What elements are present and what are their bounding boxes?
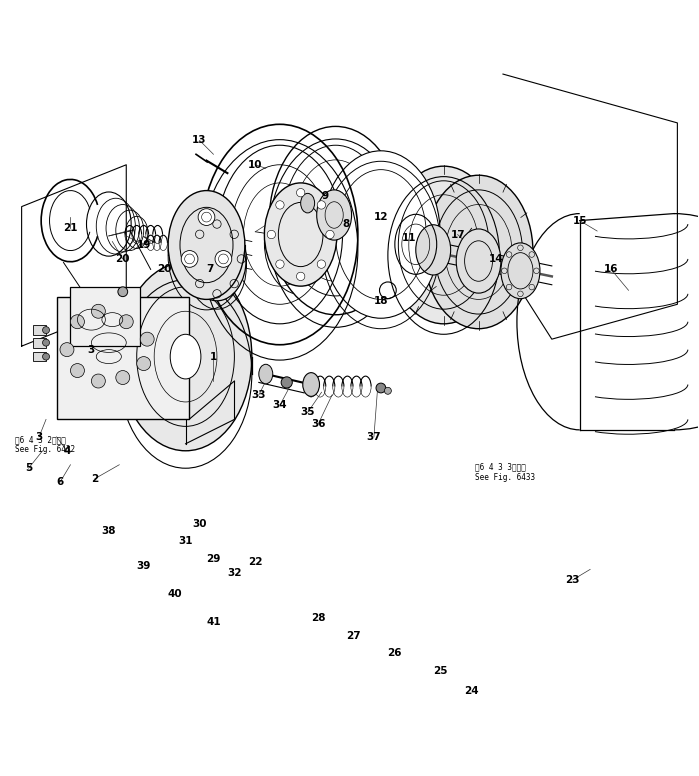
FancyBboxPatch shape — [71, 287, 140, 346]
Text: 21: 21 — [63, 223, 78, 233]
Circle shape — [60, 343, 74, 357]
Text: 4: 4 — [64, 445, 71, 456]
Text: 25: 25 — [433, 666, 447, 676]
Text: 39: 39 — [136, 561, 151, 571]
Circle shape — [376, 383, 386, 393]
Text: 28: 28 — [311, 613, 325, 623]
Circle shape — [296, 189, 305, 197]
Text: 41: 41 — [206, 617, 221, 627]
Circle shape — [317, 260, 326, 268]
Text: 20: 20 — [115, 254, 130, 264]
Text: 36: 36 — [311, 419, 325, 429]
Ellipse shape — [264, 183, 337, 286]
Ellipse shape — [303, 372, 319, 397]
Text: 34: 34 — [273, 400, 287, 411]
FancyBboxPatch shape — [57, 297, 189, 419]
Text: 7: 7 — [206, 265, 214, 275]
Text: 19: 19 — [136, 240, 151, 250]
FancyBboxPatch shape — [34, 338, 46, 348]
Text: 10: 10 — [248, 160, 263, 170]
Circle shape — [137, 357, 151, 371]
Circle shape — [140, 332, 154, 346]
Ellipse shape — [456, 229, 501, 293]
Text: 31: 31 — [178, 536, 193, 546]
Text: 23: 23 — [565, 575, 580, 585]
Text: 12: 12 — [374, 212, 388, 222]
Ellipse shape — [259, 364, 273, 384]
Circle shape — [276, 201, 284, 209]
Ellipse shape — [388, 166, 500, 324]
Ellipse shape — [120, 262, 252, 451]
Circle shape — [43, 327, 50, 334]
Text: 17: 17 — [450, 230, 465, 240]
Ellipse shape — [168, 191, 245, 300]
Ellipse shape — [322, 151, 440, 318]
Text: 15: 15 — [572, 216, 587, 226]
Circle shape — [92, 374, 106, 388]
Circle shape — [326, 230, 334, 239]
Text: 29: 29 — [206, 554, 221, 564]
FancyBboxPatch shape — [34, 352, 46, 362]
Circle shape — [267, 230, 275, 239]
Circle shape — [384, 387, 391, 394]
Circle shape — [276, 260, 284, 268]
Text: 3: 3 — [88, 345, 95, 355]
Ellipse shape — [501, 243, 540, 299]
Text: 22: 22 — [248, 557, 263, 567]
Circle shape — [118, 287, 128, 296]
Circle shape — [71, 364, 85, 378]
Text: 35: 35 — [301, 407, 315, 417]
Text: 第6 4 3 2図参照
See Fig. 6432: 第6 4 3 2図参照 See Fig. 6432 — [15, 435, 75, 454]
Text: 30: 30 — [192, 519, 207, 529]
Text: 3: 3 — [36, 431, 43, 442]
Ellipse shape — [424, 175, 533, 329]
Text: 11: 11 — [401, 233, 416, 243]
Text: 40: 40 — [168, 589, 182, 599]
Ellipse shape — [171, 238, 187, 262]
Circle shape — [120, 315, 134, 329]
Text: 8: 8 — [343, 219, 350, 229]
Text: 2: 2 — [92, 473, 99, 483]
Text: 5: 5 — [25, 463, 32, 473]
Circle shape — [43, 353, 50, 360]
Text: 37: 37 — [366, 431, 381, 442]
Text: 14: 14 — [489, 254, 503, 264]
Text: 9: 9 — [322, 191, 329, 201]
Ellipse shape — [317, 190, 352, 240]
Text: 16: 16 — [604, 265, 619, 275]
Circle shape — [181, 251, 198, 267]
Circle shape — [198, 209, 215, 226]
Text: 26: 26 — [387, 648, 402, 658]
Circle shape — [296, 272, 305, 281]
Text: 20: 20 — [157, 265, 172, 275]
Text: 18: 18 — [374, 296, 388, 306]
FancyBboxPatch shape — [34, 325, 46, 335]
Ellipse shape — [171, 334, 201, 379]
Circle shape — [215, 251, 232, 267]
Circle shape — [43, 339, 50, 346]
Text: 33: 33 — [252, 390, 266, 400]
Text: 27: 27 — [346, 631, 360, 641]
Text: 1: 1 — [210, 352, 217, 362]
Ellipse shape — [301, 193, 315, 213]
Ellipse shape — [187, 217, 246, 301]
Ellipse shape — [269, 126, 402, 315]
Text: 24: 24 — [464, 687, 479, 697]
Circle shape — [92, 304, 106, 318]
Text: 32: 32 — [227, 568, 242, 578]
Text: 6: 6 — [57, 477, 64, 487]
Text: 13: 13 — [192, 135, 207, 145]
Circle shape — [281, 377, 292, 388]
Text: 38: 38 — [101, 526, 116, 536]
Circle shape — [71, 315, 85, 329]
Text: 第6 4 3 3図参照
See Fig. 6433: 第6 4 3 3図参照 See Fig. 6433 — [475, 462, 535, 482]
Circle shape — [116, 371, 130, 385]
Ellipse shape — [416, 225, 451, 275]
Circle shape — [317, 201, 326, 209]
